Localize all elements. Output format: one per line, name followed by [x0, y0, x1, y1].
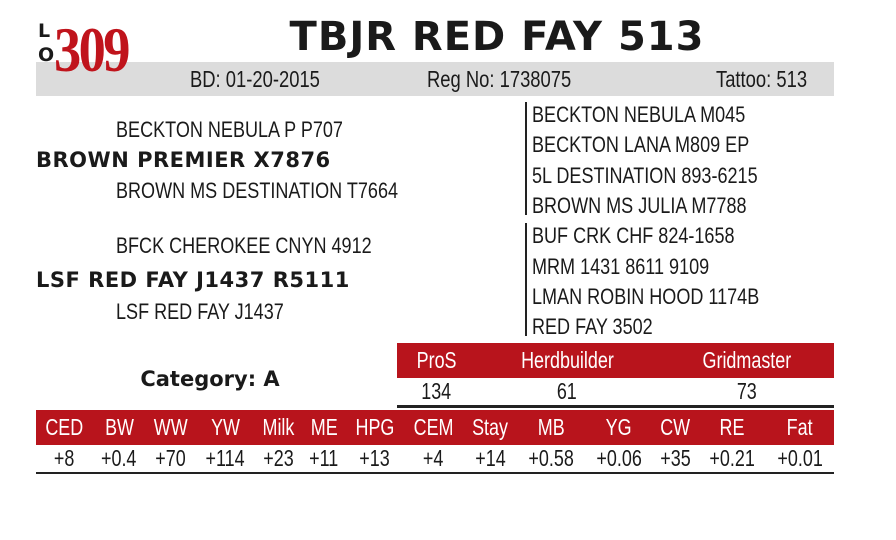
epd-value-text: +0.06	[596, 445, 642, 471]
epd-header: Fat	[766, 410, 834, 445]
outer-ancestor: BECKTON NEBULA M045	[532, 102, 746, 127]
sire-sire: BECKTON NEBULA P P707	[116, 117, 343, 142]
outer-ancestor: LMAN ROBIN HOOD 1174B	[532, 283, 760, 309]
epd-value: +0.58	[517, 445, 585, 473]
sire-dam: BROWN MS DESTINATION T7664	[116, 178, 399, 203]
index-value-text: 73	[736, 378, 757, 404]
epd-header-text: WW	[153, 414, 188, 440]
index-value: 61	[476, 378, 659, 407]
epd-value-text: +114	[205, 445, 245, 471]
epd-header-text: RE	[719, 414, 745, 440]
epd-value: +0.4	[93, 445, 146, 473]
epd-header: YG	[584, 410, 653, 445]
epd-header: MB	[517, 410, 585, 445]
epd-value-text: +4	[423, 445, 444, 471]
epd-header: CED	[36, 410, 93, 445]
index-header-text: Gridmaster	[702, 347, 791, 373]
tattoo: Tattoo: 513	[716, 66, 808, 92]
dam: LSF RED FAY J1437 R5111	[36, 268, 350, 292]
epd-value: +35	[653, 445, 698, 473]
epd-value-text: +8	[54, 445, 75, 471]
outer-ancestor: RED FAY 3502	[532, 314, 653, 340]
epd-header-text: YG	[605, 414, 632, 440]
epd-value-text: +14	[474, 445, 506, 471]
index-header: Herdbuilder	[475, 343, 659, 378]
epd-value: +70	[146, 445, 197, 473]
index-table: ProS Herdbuilder Gridmaster 134 61 73	[397, 343, 834, 408]
epd-value: +13	[346, 445, 404, 473]
outer-ancestor: MRM 1431 8611 9109	[532, 253, 710, 279]
index-value-text: 134	[421, 378, 452, 404]
epd-header: Milk	[254, 410, 303, 445]
epd-value: +0.06	[585, 445, 653, 473]
epd-header: CEM	[403, 410, 464, 445]
reg-number: Reg No: 1738075	[427, 66, 572, 92]
epd-header-text: Stay	[472, 414, 509, 440]
lot-number: 309	[54, 14, 131, 85]
index-value: 73	[659, 378, 834, 407]
epd-header: CW	[652, 410, 699, 445]
lot-letter: O	[38, 44, 55, 66]
epd-header: Stay	[463, 410, 518, 445]
outer-ancestor: BROWN MS JULIA M7788	[532, 192, 747, 218]
info-bar	[36, 62, 834, 96]
category: Category: A	[140, 367, 280, 391]
epd-value-text: +0.01	[777, 445, 823, 471]
epd-header: YW	[196, 410, 255, 445]
pedigree-bracket	[525, 102, 527, 215]
epd-header: BW	[92, 410, 146, 445]
animal-name: TBJR RED FAY 513	[289, 14, 705, 60]
epd-header: HPG	[345, 410, 404, 445]
epd-value: +0.21	[698, 445, 766, 473]
birth-date: BD: 01-20-2015	[190, 66, 320, 92]
epd-header-text: MB	[537, 414, 565, 440]
outer-ancestor: 5L DESTINATION 893-6215	[532, 162, 758, 188]
epd-value-text: +0.21	[709, 445, 755, 471]
index-header-text: Herdbuilder	[520, 347, 614, 373]
epd-header-text: Milk	[262, 414, 295, 440]
epd-header: RE	[698, 410, 767, 445]
index-value-text: 61	[557, 378, 578, 404]
epd-value: +14	[463, 445, 517, 473]
epd-header-text: HPG	[355, 414, 395, 440]
epd-value: +114	[196, 445, 254, 473]
pedigree-bracket	[525, 223, 527, 336]
epd-value: +8	[36, 445, 93, 473]
epd-value-text: +70	[155, 445, 187, 471]
epd-header: WW	[145, 410, 197, 445]
sire: BROWN PREMIER X7876	[36, 148, 331, 172]
dam-sire: BFCK CHEROKEE CNYN 4912	[116, 233, 372, 258]
epd-header-text: YW	[210, 414, 240, 440]
epd-header-text: Fat	[787, 414, 813, 440]
epd-value: +4	[404, 445, 464, 473]
epd-value-text: +0.4	[101, 445, 137, 471]
index-header-text: ProS	[416, 347, 457, 373]
epd-header-text: CEM	[413, 414, 454, 440]
epd-value-text: +0.58	[528, 445, 574, 471]
outer-ancestor: BECKTON LANA M809 EP	[532, 132, 750, 158]
epd-header-text: ME	[310, 414, 338, 440]
index-value: 134	[397, 378, 476, 407]
dam-dam: LSF RED FAY J1437	[116, 299, 284, 324]
epd-value-text: +13	[359, 445, 390, 471]
epd-value-text: +23	[263, 445, 294, 471]
epd-header-text: CW	[660, 414, 691, 440]
epd-value: +23	[255, 445, 303, 473]
lot-letter: L	[38, 20, 51, 42]
epd-value-text: +35	[660, 445, 691, 471]
epd-value-text: +11	[309, 445, 339, 471]
index-header: ProS	[397, 343, 476, 378]
epd-header-text: BW	[104, 414, 134, 440]
epd-value: +11	[302, 445, 345, 473]
epd-header: ME	[302, 410, 346, 445]
epd-header-text: CED	[45, 414, 84, 440]
index-header: Gridmaster	[658, 343, 834, 378]
epd-table: CED BW WW YW Milk ME HPG CEM Stay MB YG CW RE Fat +8 +…	[36, 410, 834, 474]
outer-ancestor: BUF CRK CHF 824-1658	[532, 223, 735, 249]
epd-value: +0.01	[766, 445, 834, 473]
